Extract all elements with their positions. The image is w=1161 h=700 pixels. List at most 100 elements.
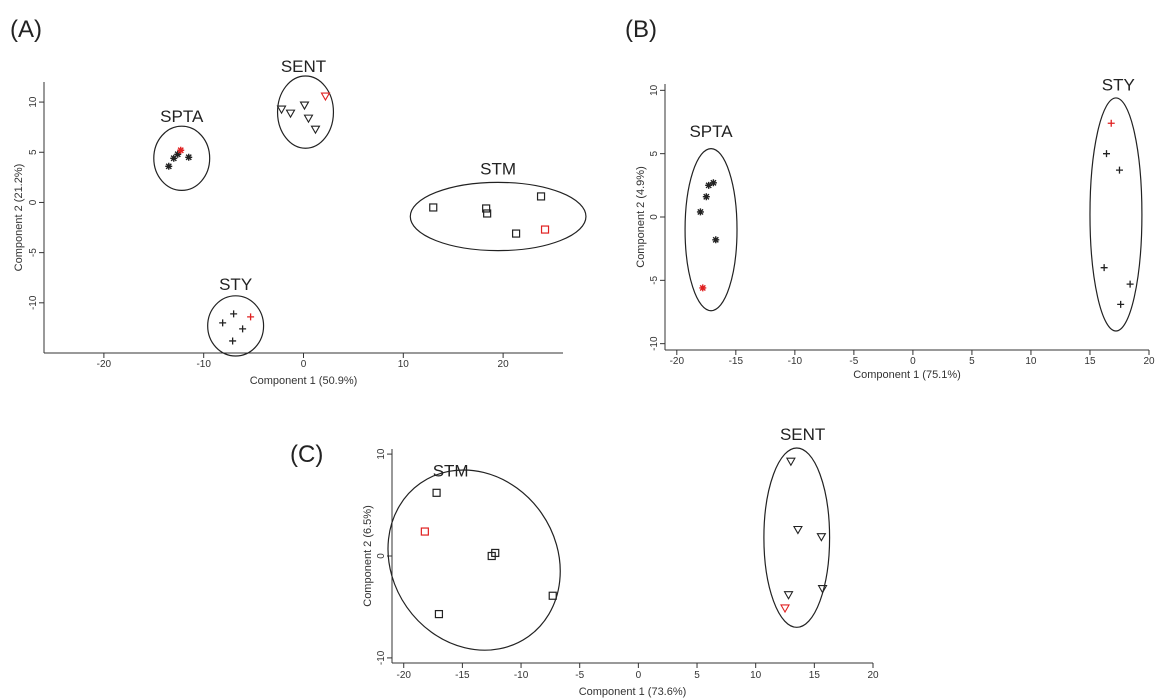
x-tick-label: -5 <box>575 670 584 681</box>
series-sty <box>219 310 255 345</box>
panel-b: (B) -20 -15 -10 -5 0 5 10 15 20 -10 -5 0 5 10 Component… <box>625 16 1155 381</box>
point-spta <box>696 208 704 216</box>
point-spta <box>705 181 713 189</box>
group-ellipse-stm <box>409 181 587 252</box>
y-tick-label: 10 <box>28 96 39 108</box>
series-spta <box>696 179 720 292</box>
y-axis-title: Component 2 (21.2%) <box>13 164 25 272</box>
point-stm <box>487 551 496 561</box>
x-axis-title: Component 1 (50.9%) <box>250 375 358 387</box>
point-stm <box>434 609 444 619</box>
y-tick-label: -10 <box>649 336 660 351</box>
point-spta <box>185 153 193 161</box>
point-sty <box>219 319 227 327</box>
group-ellipse-sent <box>276 75 335 149</box>
panel-c: (C) -20 -15 -10 -5 0 5 10 15 20 -10 0 10 Component 1 … <box>290 425 879 698</box>
group-ellipse-spta <box>684 148 738 312</box>
point-stm <box>482 204 491 213</box>
x-tick-label: 5 <box>969 356 975 367</box>
point-sty <box>239 325 247 333</box>
point-stm <box>548 591 557 600</box>
point-sent <box>320 92 331 102</box>
point-stm <box>536 192 546 201</box>
x-tick-label: -10 <box>788 356 803 367</box>
x-tick-label: -20 <box>397 670 412 681</box>
group-ellipse-stm <box>387 469 561 651</box>
y-tick-label: 5 <box>28 149 39 155</box>
x-tick-label: -10 <box>196 359 211 370</box>
point-sent <box>780 604 790 614</box>
point-spta <box>699 284 707 292</box>
point-sty <box>229 337 237 345</box>
x-tick-label: 15 <box>1084 356 1096 367</box>
point-sty <box>1115 166 1123 174</box>
point-spta <box>702 193 710 201</box>
y-tick-label: 0 <box>376 553 387 559</box>
panel-label: (A) <box>10 16 42 43</box>
group-label-sty: STY <box>219 275 252 294</box>
point-sty <box>1107 119 1115 127</box>
x-tick-label: -5 <box>849 356 858 367</box>
x-tick-label: -15 <box>455 670 470 681</box>
series-stm <box>429 192 550 238</box>
group-label-stm: STM <box>480 159 516 178</box>
point-stm <box>483 209 492 218</box>
point-sent <box>817 585 828 594</box>
group-label-sent: SENT <box>281 57 326 76</box>
point-spta <box>712 236 720 244</box>
x-tick-label: 5 <box>694 670 700 681</box>
y-tick-label: -5 <box>28 248 39 257</box>
y-tick-label: -10 <box>28 295 39 310</box>
panel-label: (C) <box>290 441 323 468</box>
x-tick-label: 20 <box>1143 356 1155 367</box>
x-tick-label: 20 <box>498 359 510 370</box>
series-sent <box>780 457 828 614</box>
point-sent <box>276 105 287 115</box>
group-ellipse-sty <box>1089 97 1143 332</box>
point-stm <box>540 225 550 234</box>
x-tick-label: 0 <box>636 670 642 681</box>
point-sent <box>785 457 796 467</box>
y-axis-title: Component 2 (4.9%) <box>635 166 647 268</box>
point-sent <box>299 101 310 111</box>
y-tick-label: 5 <box>649 150 660 156</box>
group-label-sent: SENT <box>780 425 825 444</box>
y-tick-label: -5 <box>649 275 660 284</box>
x-axis-title: Component 1 (73.6%) <box>579 686 687 698</box>
series-spta <box>165 146 193 170</box>
x-tick-label: -20 <box>670 356 685 367</box>
series-sent <box>276 92 331 135</box>
group-ellipse-spta <box>153 125 211 192</box>
x-tick-label: 15 <box>809 670 821 681</box>
point-stm <box>420 527 429 536</box>
point-sent <box>303 114 314 124</box>
point-spta <box>165 162 173 170</box>
x-tick-label: 20 <box>867 670 879 681</box>
group-label-spta: SPTA <box>160 107 204 126</box>
group-ellipse-sent <box>763 447 831 628</box>
point-sent <box>792 525 803 535</box>
series-sty <box>1100 119 1134 308</box>
point-sty <box>1100 264 1108 272</box>
x-tick-label: 0 <box>910 356 916 367</box>
x-tick-label: -15 <box>729 356 744 367</box>
x-tick-label: 10 <box>1025 356 1037 367</box>
group-label-spta: SPTA <box>689 122 733 141</box>
y-axis-title: Component 2 (6.5%) <box>362 505 374 607</box>
point-stm <box>432 488 441 497</box>
series-stm <box>420 488 557 619</box>
point-sty <box>1117 300 1125 308</box>
point-sent <box>816 533 827 542</box>
point-stm <box>429 203 438 212</box>
y-tick-label: 0 <box>28 199 39 205</box>
point-sent <box>285 109 296 119</box>
point-sty <box>1126 280 1134 288</box>
group-ellipse-sty <box>207 295 265 357</box>
x-tick-label: 10 <box>750 670 762 681</box>
point-sty <box>247 313 255 321</box>
x-axis-title: Component 1 (75.1%) <box>853 369 961 381</box>
point-spta <box>170 154 178 162</box>
x-tick-label: 10 <box>398 359 410 370</box>
group-label-stm: STM <box>433 462 469 481</box>
